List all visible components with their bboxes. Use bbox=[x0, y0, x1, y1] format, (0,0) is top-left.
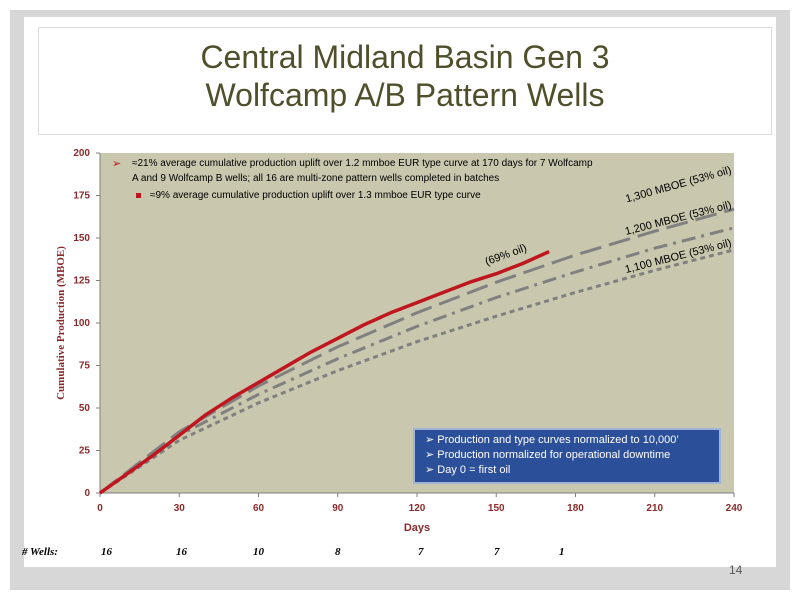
y-axis-title: Cumulative Production (MBOE) bbox=[55, 246, 67, 400]
wells-count-120: 7 bbox=[418, 546, 424, 558]
wells-count-60: 10 bbox=[253, 546, 264, 558]
y-tick-label: 25 bbox=[79, 446, 91, 457]
wells-count-180: 1 bbox=[559, 546, 565, 558]
x-tick-label: 0 bbox=[97, 503, 103, 514]
x-tick-label: 210 bbox=[646, 503, 663, 514]
y-tick-label: 100 bbox=[73, 318, 90, 329]
wells-row-label: # Wells: bbox=[22, 546, 58, 558]
x-tick-label: 180 bbox=[567, 503, 584, 514]
y-tick-label: 0 bbox=[84, 488, 90, 499]
production-line bbox=[98, 250, 550, 495]
type-curve-1200-line bbox=[99, 226, 735, 495]
slide-title: Central Midland Basin Gen 3 Wolfcamp A/B… bbox=[38, 38, 772, 114]
bullet1-arrow: ➢ bbox=[112, 158, 121, 170]
notes-box: ➢ Production and type curves normalized … bbox=[413, 428, 721, 484]
type-curve-1100-line bbox=[99, 248, 735, 495]
note-2: ➢ Production normalized for operational … bbox=[425, 449, 671, 461]
y-tick-label: 200 bbox=[73, 148, 90, 159]
wells-count-90: 8 bbox=[335, 546, 341, 558]
y-tick-label: 175 bbox=[73, 191, 90, 202]
x-axis-title: Days bbox=[404, 522, 430, 534]
note-3: ➢ Day 0 = first oil bbox=[425, 464, 511, 476]
bullet1-text: ≈21% average cumulative production uplif… bbox=[132, 158, 593, 169]
x-tick-label: 90 bbox=[332, 503, 344, 514]
bullet1-text-line2: A and 9 Wolfcamp B wells; all 16 are mul… bbox=[132, 173, 499, 184]
y-tick-label: 50 bbox=[79, 403, 91, 414]
wells-count-0: 16 bbox=[101, 546, 112, 558]
wells-count-150: 7 bbox=[494, 546, 500, 558]
note-1: ➢ Production and type curves normalized … bbox=[425, 434, 679, 446]
y-tick-label: 125 bbox=[73, 276, 90, 287]
x-tick-label: 240 bbox=[726, 503, 743, 514]
x-tick-label: 120 bbox=[409, 503, 426, 514]
tick-labels: 0 30 60 90 120 150 180 210 240 0 25 50 75 100 125 150 17… bbox=[73, 148, 742, 514]
x-tick-label: 60 bbox=[253, 503, 265, 514]
series-lines bbox=[98, 207, 735, 495]
bullet2-text: ≈9% average cumulative production uplift… bbox=[150, 190, 481, 201]
x-tick-label: 30 bbox=[174, 503, 186, 514]
axes bbox=[96, 152, 735, 497]
y-tick-label: 150 bbox=[73, 233, 90, 244]
wells-count-30: 16 bbox=[176, 546, 187, 558]
bullet2-marker bbox=[136, 193, 141, 198]
y-tick-label: 75 bbox=[79, 361, 91, 372]
page-number: 14 bbox=[729, 563, 743, 577]
x-tick-label: 150 bbox=[488, 503, 505, 514]
title-line-1: Central Midland Basin Gen 3 bbox=[200, 39, 610, 75]
title-line-2: Wolfcamp A/B Pattern Wells bbox=[205, 77, 605, 113]
title-box bbox=[38, 27, 772, 135]
